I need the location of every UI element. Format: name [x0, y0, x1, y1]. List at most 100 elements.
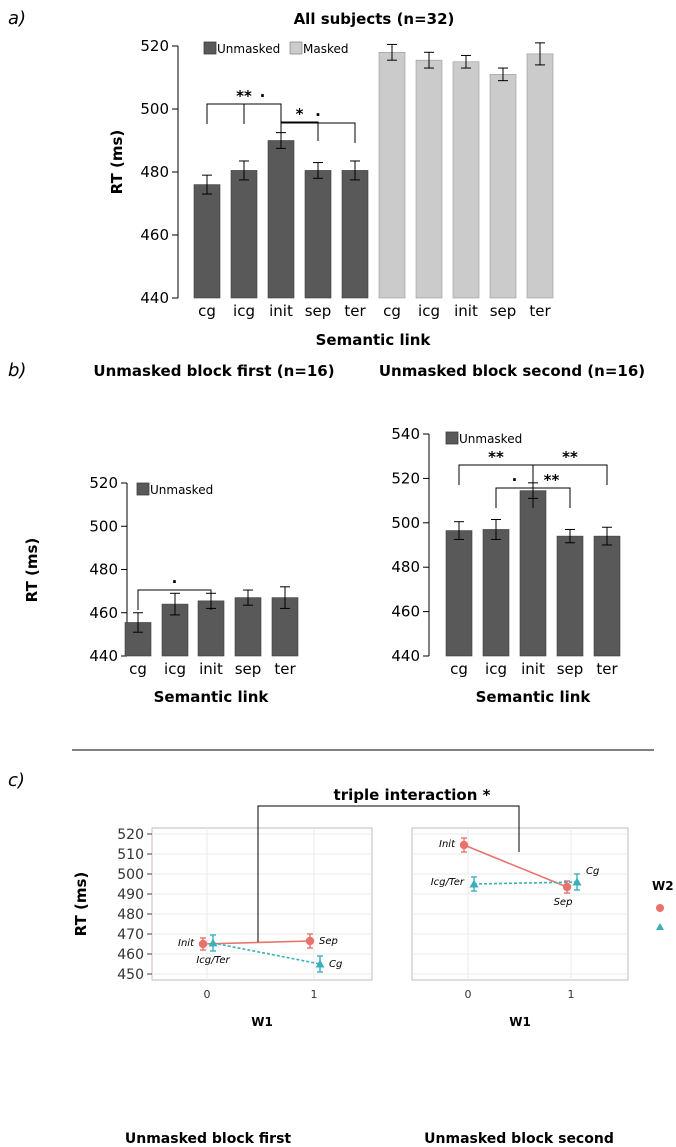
y-tick-label: 480	[140, 163, 169, 181]
bar	[378, 51, 406, 299]
y-tick-label: 490	[117, 887, 144, 903]
x-tick-label: cg	[198, 302, 216, 320]
bar	[593, 535, 621, 657]
point-label: Icg/Ter	[431, 877, 465, 888]
y-tick-label: 520	[140, 37, 169, 55]
facet-panel	[411, 827, 629, 981]
point-label: Init	[439, 839, 456, 850]
x-tick-label: cg	[450, 660, 468, 678]
legend-swatch	[445, 431, 459, 445]
x-tick-label: init	[199, 660, 223, 678]
bar	[304, 170, 332, 299]
facet-caption: Unmasked block first	[125, 1131, 292, 1147]
significance-label: ·	[260, 87, 266, 105]
significance-bracket	[532, 487, 571, 508]
chart-title: Unmasked block second (n=16)	[379, 362, 645, 380]
x-tick-label: icg	[418, 302, 440, 320]
data-point	[198, 939, 208, 949]
facet-caption: Unmasked block second	[424, 1131, 614, 1147]
y-tick-label: 480	[117, 907, 144, 923]
significance-label: *	[296, 105, 304, 123]
x-tick-label: icg	[233, 302, 255, 320]
x-tick-label: cg	[383, 302, 401, 320]
y-tick-label: 450	[117, 967, 144, 983]
x-tick-label: init	[454, 302, 478, 320]
significance-label: ·	[512, 471, 518, 489]
y-tick-label: 460	[391, 603, 420, 621]
bar	[267, 140, 295, 299]
point-label: Cg	[586, 866, 599, 877]
x-tick-label: icg	[164, 660, 186, 678]
point-label: Sep	[319, 936, 338, 947]
x-axis-label: W1	[251, 1015, 273, 1029]
y-tick-label: 440	[89, 647, 118, 665]
x-tick-label: cg	[129, 660, 147, 678]
y-tick-label: 460	[89, 604, 118, 622]
bar	[452, 61, 480, 299]
data-point	[469, 879, 479, 888]
bar	[197, 600, 225, 657]
chart-title: Unmasked block first (n=16)	[93, 362, 334, 380]
x-axis-label: W1	[509, 1015, 531, 1029]
point-label: Init	[178, 938, 195, 949]
bar	[415, 59, 443, 299]
legend-label: Unmasked	[150, 483, 213, 497]
facet-panel	[151, 827, 373, 981]
y-tick-label: 460	[140, 226, 169, 244]
legend-marker-icgter	[656, 923, 664, 930]
bar	[482, 529, 510, 657]
y-tick-label: 520	[117, 827, 144, 843]
data-point	[208, 938, 218, 947]
interaction-bracket	[257, 805, 520, 942]
y-axis-label: RT (ms)	[72, 872, 90, 937]
x-tick-label: 0	[204, 988, 211, 1001]
x-tick-label: init	[269, 302, 293, 320]
data-point	[305, 936, 315, 946]
x-tick-label: 1	[311, 988, 318, 1001]
y-tick-label: 540	[391, 425, 420, 443]
significance-label: ·	[315, 106, 321, 124]
x-tick-label: sep	[305, 302, 332, 320]
bar	[234, 597, 262, 657]
bar	[519, 490, 547, 657]
y-tick-label: 500	[391, 514, 420, 532]
bar	[556, 535, 584, 657]
significance-label: ·	[172, 573, 178, 591]
significance-label: **	[488, 448, 504, 466]
point-label: Cg	[329, 959, 342, 970]
y-tick-label: 480	[391, 558, 420, 576]
y-tick-label: 470	[117, 927, 144, 943]
series-line	[473, 881, 578, 885]
x-tick-label: init	[521, 660, 545, 678]
legend-title: W2	[652, 879, 674, 893]
bar	[193, 184, 221, 299]
x-tick-label: 1	[568, 988, 575, 1001]
point-label: Sep	[554, 897, 573, 908]
x-tick-label: ter	[529, 302, 551, 320]
charts-layer: All subjects (n=32) 440 460 480 500 520 RT (ms…	[23, 10, 674, 1147]
y-tick-label: 440	[140, 289, 169, 307]
y-tick-label: 440	[391, 647, 420, 665]
y-tick-label: 500	[89, 517, 118, 535]
legend-label: Unmasked	[459, 432, 522, 446]
data-point	[315, 959, 325, 968]
y-tick-label: 520	[89, 474, 118, 492]
y-tick-label: 500	[140, 100, 169, 118]
x-axis-label: Semantic link	[316, 331, 432, 349]
significance-label: **	[236, 87, 252, 105]
legend-marker-init	[656, 904, 664, 912]
x-tick-label: ter	[344, 302, 366, 320]
y-tick-label: 510	[117, 847, 144, 863]
x-axis-label: Semantic link	[154, 688, 270, 706]
legend-swatch	[203, 41, 217, 55]
data-point	[562, 882, 572, 892]
significance-bracket	[137, 589, 212, 610]
significance-bracket	[243, 103, 282, 124]
x-axis-label: Semantic link	[476, 688, 592, 706]
significance-bracket	[458, 464, 534, 485]
x-tick-label: ter	[596, 660, 618, 678]
data-point	[572, 877, 582, 886]
bar	[526, 53, 554, 299]
legend-label: Unmasked	[217, 42, 280, 56]
